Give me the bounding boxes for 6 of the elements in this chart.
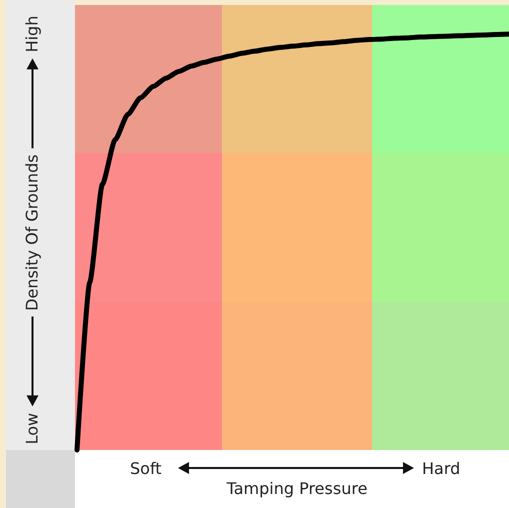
text: Soft <box>130 459 162 478</box>
text: High <box>22 16 42 52</box>
text: Low <box>22 412 42 444</box>
x-axis-title: Tamping Pressure <box>226 479 368 498</box>
text: Hard <box>422 459 460 478</box>
y-axis-title: Density Of Grounds <box>22 154 42 311</box>
